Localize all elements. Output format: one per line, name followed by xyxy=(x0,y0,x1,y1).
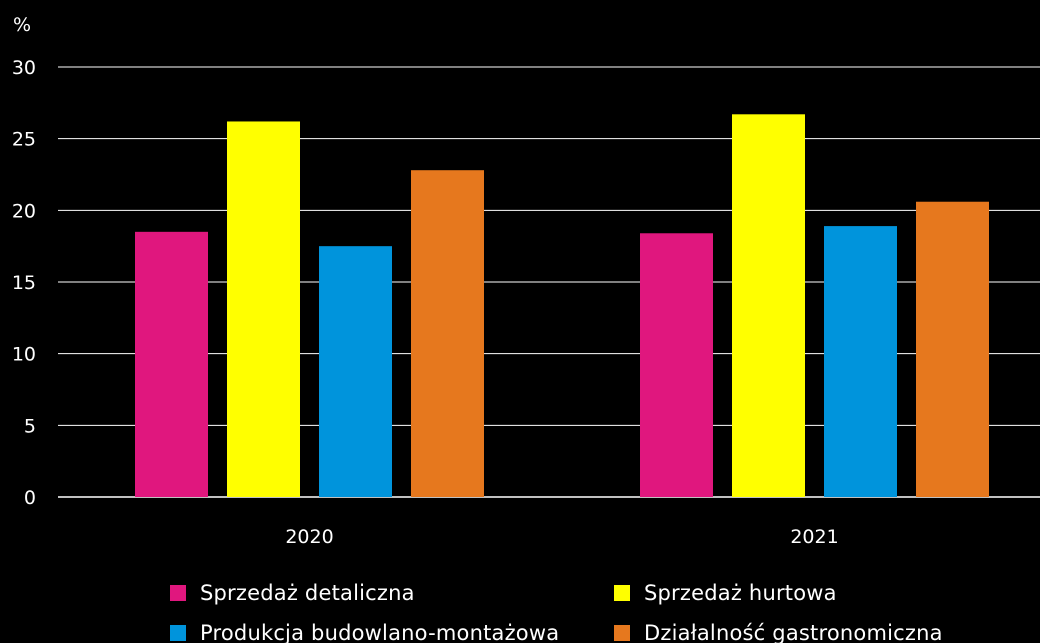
bar-chart: % 0 5 10 15 20 25 30 2020 2021 xyxy=(12,14,1040,548)
y-tick-label: 5 xyxy=(24,415,36,437)
y-tick-label: 30 xyxy=(12,57,36,79)
bar-2021-series-0 xyxy=(640,233,713,497)
y-tick-label: 0 xyxy=(24,487,36,509)
x-tick-label: 2021 xyxy=(790,526,838,548)
x-tick-label: 2020 xyxy=(285,526,333,548)
legend-item: Sprzedaż detaliczna xyxy=(170,581,415,605)
y-tick-label: 25 xyxy=(12,129,36,151)
legend-item: Sprzedaż hurtowa xyxy=(614,581,837,605)
legend: Sprzedaż detaliczna Sprzedaż hurtowa Produ… xyxy=(170,575,1010,643)
bar-2021-series-1 xyxy=(732,114,805,498)
legend-label: Produkcja budowlano-montażowa xyxy=(200,621,560,643)
y-axis-ticks: 0 5 10 15 20 25 30 xyxy=(12,57,36,509)
bar-2021-series-2 xyxy=(824,226,897,497)
bars xyxy=(135,114,989,498)
legend-swatch xyxy=(614,585,630,601)
y-tick-label: 20 xyxy=(12,200,36,222)
legend-item: Działalność gastronomiczna xyxy=(614,621,943,643)
legend-label: Sprzedaż detaliczna xyxy=(200,581,415,605)
bar-2021-series-3 xyxy=(916,201,989,497)
legend-swatch xyxy=(170,585,186,601)
bar-2020-series-2 xyxy=(319,246,392,497)
bar-2020-series-1 xyxy=(227,121,300,497)
x-axis-ticks: 2020 2021 xyxy=(285,526,838,548)
legend-swatch xyxy=(170,625,186,641)
y-axis-unit-label: % xyxy=(13,14,31,36)
legend-label: Sprzedaż hurtowa xyxy=(644,581,837,605)
legend-swatch xyxy=(614,625,630,641)
legend-label: Działalność gastronomiczna xyxy=(644,621,943,643)
bar-2020-series-0 xyxy=(135,231,208,498)
bar-2020-series-3 xyxy=(411,170,484,497)
y-tick-label: 10 xyxy=(12,344,36,366)
y-tick-label: 15 xyxy=(12,272,36,294)
legend-item: Produkcja budowlano-montażowa xyxy=(170,621,559,643)
